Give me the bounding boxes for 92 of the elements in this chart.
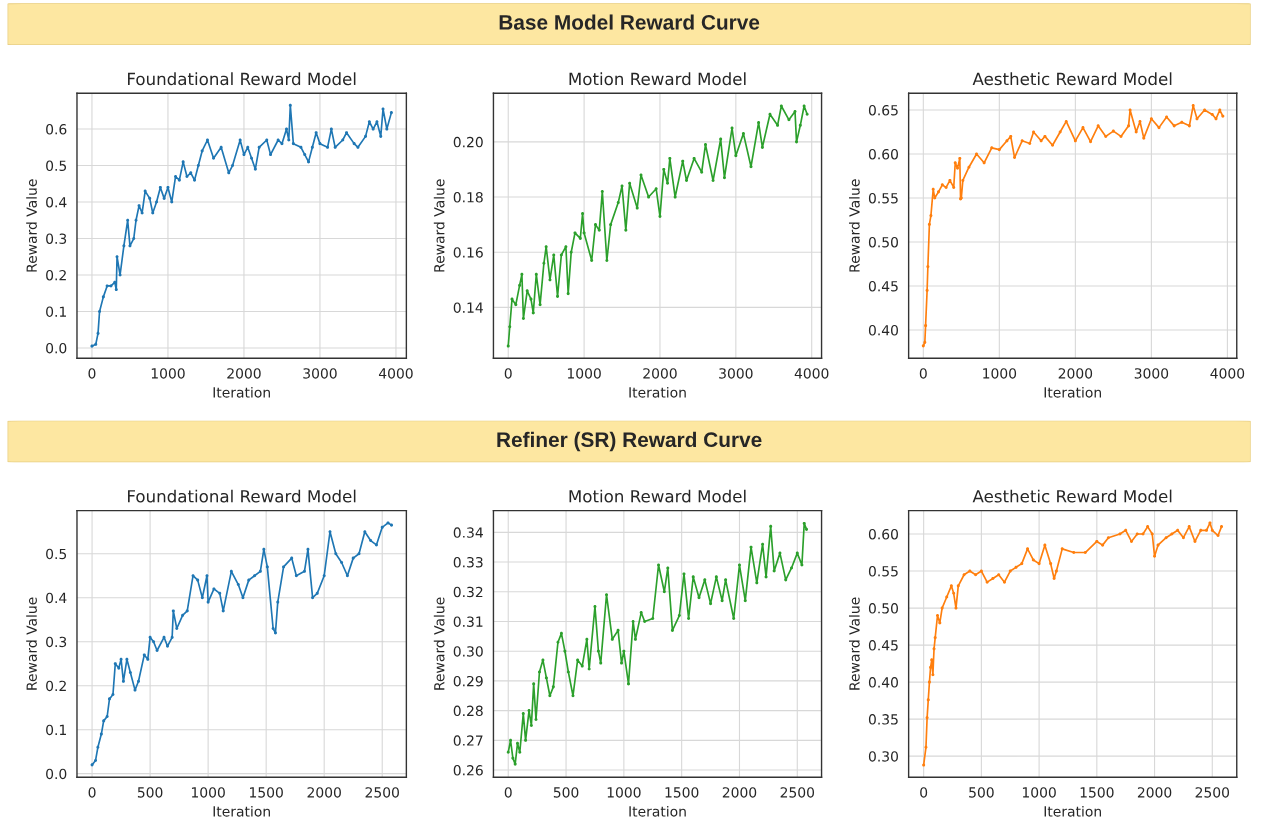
y-tick-label: 0.40 (868, 677, 898, 688)
chart-title: Aesthetic Reward Model (972, 489, 1172, 503)
x-tick-label: 2500 (1195, 787, 1230, 798)
y-tick-label: 0.0 (46, 342, 67, 354)
y-axis-title: Reward Value (849, 597, 860, 690)
x-tick-label: 3000 (1134, 368, 1169, 379)
x-tick-label: 1500 (665, 787, 699, 798)
y-tick-label: 0.2 (46, 269, 66, 281)
x-tick-label: 1500 (250, 787, 283, 798)
x-tick-label: 0 (504, 368, 512, 379)
x-tick-label: 2000 (307, 787, 341, 798)
x-tick-label: 0 (88, 368, 96, 379)
y-tick-label: 0.30 (868, 751, 898, 762)
y-tick-label: 0.45 (868, 280, 898, 292)
y-axis-title: Reward Value (433, 179, 445, 272)
x-tick-label: 3000 (303, 368, 337, 379)
x-axis-title: Iteration (629, 386, 686, 398)
x-tick-label: 1000 (151, 368, 185, 379)
y-tick-label: 0.27 (453, 735, 483, 746)
y-tick-label: 0.50 (868, 603, 898, 614)
y-tick-label: 0.32 (453, 586, 483, 598)
x-axis-title: Iteration (1044, 805, 1101, 817)
y-tick-label: 0.31 (453, 616, 483, 627)
y-tick-label: 0.60 (868, 529, 898, 540)
y-tick-label: 0.33 (453, 557, 483, 568)
y-tick-label: 0.4 (46, 592, 67, 604)
y-tick-label: 0.16 (453, 247, 483, 258)
y-tick-label: 0.55 (868, 192, 898, 204)
y-tick-label: 0.60 (868, 148, 898, 160)
text: Refiner (SR) Reward Curve (497, 431, 762, 452)
y-tick-label: 0.40 (868, 325, 898, 336)
y-tick-label: 0.4 (46, 197, 67, 208)
x-tick-label: 2000 (722, 787, 757, 798)
x-tick-label: 4000 (378, 368, 413, 379)
x-tick-label: 3000 (719, 368, 753, 379)
x-tick-label: 0 (504, 787, 512, 798)
x-tick-label: 0 (920, 787, 928, 798)
x-tick-label: 0 (88, 787, 96, 798)
x-axis-title: Iteration (213, 386, 270, 398)
y-tick-label: 0.35 (868, 714, 898, 725)
y-tick-label: 0.45 (868, 640, 898, 651)
x-axis-title: Iteration (213, 805, 270, 817)
y-tick-label: 0.5 (46, 160, 67, 172)
x-tick-label: 4000 (1210, 368, 1245, 379)
x-tick-label: 0 (919, 368, 927, 379)
y-tick-label: 0.18 (453, 192, 483, 203)
y-tick-label: 0.30 (453, 646, 483, 657)
chart-title: Foundational Reward Model (128, 489, 356, 503)
y-tick-label: 0.5 (46, 548, 67, 560)
y-tick-label: 0.29 (453, 675, 483, 687)
x-tick-label: 1000 (567, 368, 601, 379)
y-tick-label: 0.50 (868, 236, 898, 248)
y-tick-label: 0.26 (453, 765, 483, 776)
y-axis-title: Reward Value (26, 179, 37, 272)
y-tick-label: 0.3 (46, 233, 67, 244)
y-tick-label: 0.55 (868, 566, 898, 577)
y-axis-title: Reward Value (849, 179, 860, 272)
chart-title: Aesthetic Reward Model (972, 72, 1172, 86)
y-tick-label: 0.28 (453, 705, 483, 717)
x-tick-label: 2000 (1137, 787, 1172, 798)
x-tick-label: 1000 (607, 787, 641, 798)
y-tick-label: 0.14 (453, 302, 483, 313)
x-tick-label: 500 (553, 787, 579, 798)
x-tick-label: 2500 (365, 787, 399, 798)
x-tick-label: 1500 (1080, 787, 1114, 798)
x-tick-label: 500 (137, 787, 163, 798)
y-tick-label: 0.3 (46, 636, 67, 648)
chart-title: Motion Reward Model (569, 72, 746, 86)
x-tick-label: 4000 (794, 368, 829, 379)
x-tick-label: 2000 (1058, 368, 1093, 379)
x-axis-title: Iteration (629, 805, 686, 817)
y-tick-label: 0.6 (46, 124, 67, 135)
y-tick-label: 0.1 (46, 306, 66, 317)
x-tick-label: 1000 (1022, 787, 1056, 798)
y-tick-label: 0.65 (868, 104, 898, 116)
y-tick-label: 0.0 (46, 768, 67, 780)
y-axis-title: Reward Value (433, 597, 445, 690)
x-tick-label: 2000 (643, 368, 677, 379)
y-axis-title: Reward Value (26, 597, 37, 690)
x-tick-label: 1000 (191, 787, 225, 798)
y-tick-label: 0.2 (46, 680, 66, 692)
x-tick-label: 1000 (983, 368, 1017, 379)
y-tick-label: 0.20 (453, 136, 483, 148)
chart-title: Foundational Reward Model (128, 72, 356, 86)
text: Base Model Reward Curve (499, 14, 760, 30)
y-tick-label: 0.1 (46, 724, 66, 736)
x-axis-title: Iteration (1044, 386, 1101, 398)
x-tick-label: 2000 (227, 368, 261, 379)
x-tick-label: 500 (969, 787, 994, 798)
x-tick-label: 2500 (780, 787, 815, 798)
chart-title: Motion Reward Model (569, 489, 746, 503)
y-tick-label: 0.34 (453, 527, 483, 538)
